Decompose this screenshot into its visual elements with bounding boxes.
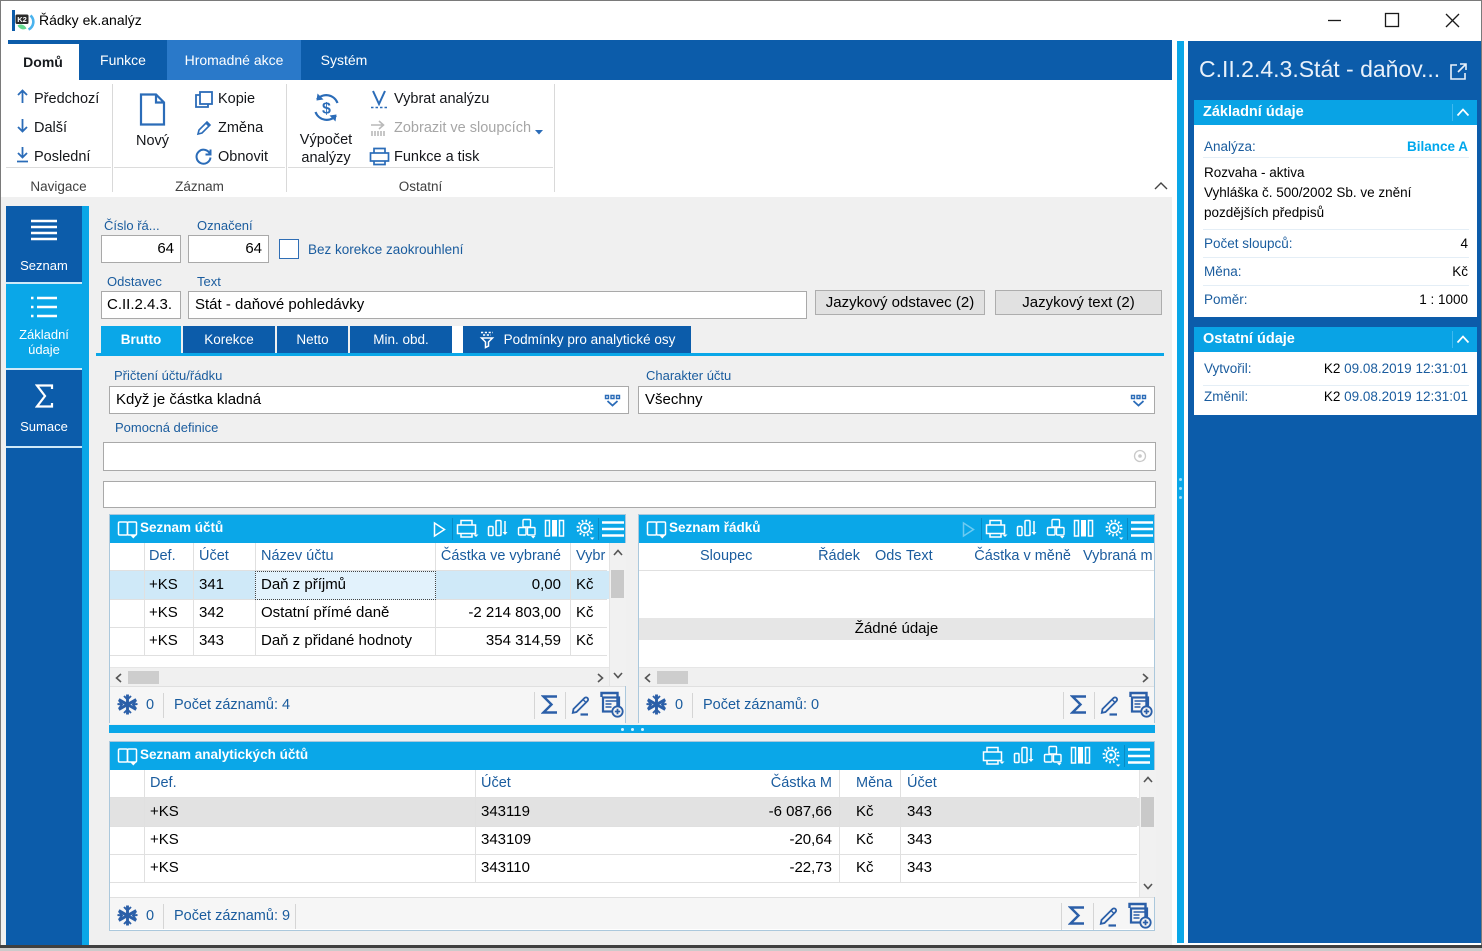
- svg-text:K2: K2: [17, 15, 27, 24]
- svg-text:$: $: [322, 101, 331, 118]
